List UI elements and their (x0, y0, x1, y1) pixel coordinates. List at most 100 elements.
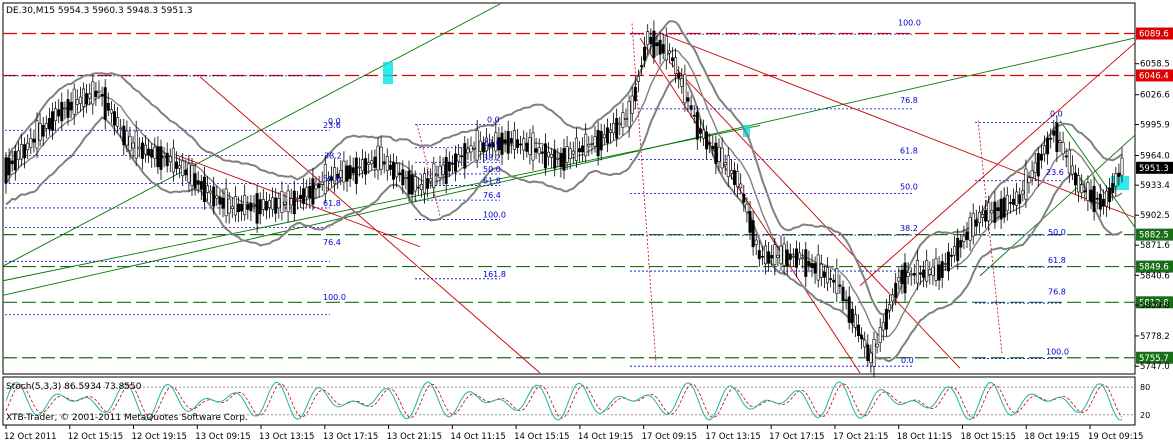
candle-body-97 (305, 187, 309, 198)
candle-body-322 (1002, 197, 1006, 218)
candle-body-260 (810, 263, 814, 269)
candle-body-332 (1033, 162, 1037, 174)
price-tag-label-6: 5755.7 (1139, 354, 1169, 364)
candle-body-356 (1108, 187, 1112, 203)
candle-body-201 (627, 101, 631, 128)
candle-body-286 (891, 294, 895, 302)
candle-body-106 (333, 167, 337, 184)
candle-body-351 (1092, 185, 1096, 212)
candle-body-37 (119, 127, 123, 130)
candle-body-345 (1074, 172, 1078, 186)
candle-body-110 (345, 165, 349, 182)
candle-body-29 (94, 90, 98, 97)
candle-body-107 (336, 173, 340, 179)
candle-body-125 (391, 161, 395, 180)
x-tick-label-13: 17 Oct 21:15 (833, 432, 888, 442)
fib-vline-1 (977, 120, 1003, 354)
candle-body-138 (432, 163, 436, 188)
candle-body-294 (915, 260, 919, 284)
candle-body-88 (277, 197, 281, 209)
x-tick-label-9: 14 Oct 19:15 (578, 432, 633, 442)
candle-body-191 (596, 130, 600, 157)
candle-body-314 (977, 211, 981, 224)
candle-body-346 (1077, 175, 1081, 193)
candle-body-155 (484, 137, 488, 152)
candle-body-131 (410, 174, 414, 195)
candle-body-243 (757, 250, 761, 260)
fib-label-1: 23.6 (323, 121, 341, 130)
candle-body-58 (184, 169, 188, 176)
candle-body-14 (47, 118, 51, 130)
price-tag-4 (1136, 260, 1173, 273)
candle-body-199 (621, 112, 625, 128)
candle-body-268 (835, 268, 839, 294)
candle-body-340 (1058, 140, 1062, 144)
candle-body-161 (503, 139, 507, 144)
candle-body-180 (562, 148, 566, 171)
price-tag-label-5: 5812.8 (1139, 298, 1169, 308)
fib-label-9: 38.2 (483, 153, 501, 162)
candle-body-56 (178, 165, 182, 169)
candle-body-172 (537, 147, 541, 155)
candle-body-2 (10, 160, 14, 165)
y-tick-label-7: 5840.6 (1140, 271, 1170, 281)
candle-body-159 (497, 137, 501, 151)
y-tick-label-2: 5995.9 (1140, 121, 1170, 131)
candle-body-186 (581, 145, 585, 153)
candle-body-233 (726, 155, 730, 178)
candle-body-66 (209, 190, 213, 194)
price-tag-2 (1136, 161, 1173, 174)
candle-body-153 (478, 140, 482, 152)
candle-body-183 (571, 150, 575, 155)
candle-body-292 (909, 273, 913, 276)
x-tick-label-8: 14 Oct 15:15 (514, 432, 569, 442)
candle-body-39 (125, 130, 129, 146)
candle-body-103 (323, 164, 327, 194)
candle-body-16 (54, 108, 58, 122)
candle-body-87 (274, 197, 278, 214)
candle-body-113 (354, 157, 358, 185)
fib-label-4: 61.8 (323, 199, 341, 208)
candle-body-24 (78, 96, 82, 104)
candle-body-359 (1117, 172, 1121, 177)
candle-body-306 (953, 246, 957, 256)
x-tick-label-11: 17 Oct 13:15 (705, 432, 760, 442)
candle-body-141 (441, 164, 445, 175)
candle-body-200 (624, 118, 628, 120)
candle-body-36 (116, 117, 120, 127)
candle-body-91 (286, 190, 290, 213)
candle-body-352 (1095, 197, 1099, 200)
candle-body-311 (968, 217, 972, 241)
candle-body-211 (658, 39, 662, 55)
candle-body-265 (825, 266, 829, 284)
candle-body-209 (652, 30, 656, 58)
candle-body-55 (175, 161, 179, 169)
fib-label-17: 61.8 (900, 146, 918, 155)
candle-body-69 (218, 196, 222, 205)
candle-body-299 (931, 266, 935, 276)
candle-body-129 (404, 177, 408, 180)
candle-body-330 (1027, 177, 1031, 184)
y-axis: 6058.5 6026.6 5995.9 5964.0 5933.4 5902.5 5871… (1135, 60, 1170, 372)
candle-body-85 (267, 200, 271, 209)
candle-body-99 (311, 178, 315, 205)
candle-body-26 (85, 93, 89, 105)
candle-body-298 (928, 269, 932, 275)
candle-body-250 (779, 245, 783, 265)
candle-body-317 (987, 202, 991, 222)
candle-body-140 (438, 165, 442, 178)
trendlines-layer (2, 3, 1136, 374)
candle-body-327 (1018, 194, 1022, 204)
y-tick-label-10: 5747.0 (1140, 362, 1170, 372)
candle-body-247 (770, 255, 774, 259)
candle-body-28 (91, 81, 95, 105)
price-tag-label-4: 5849.6 (1139, 263, 1169, 273)
candle-body-241 (751, 220, 755, 248)
candle-body-77 (243, 194, 247, 216)
candle-body-38 (122, 125, 126, 146)
candle-body-215 (670, 57, 674, 62)
price-tag-5 (1136, 296, 1173, 309)
price-tag-label-0: 6089.6 (1139, 30, 1169, 40)
